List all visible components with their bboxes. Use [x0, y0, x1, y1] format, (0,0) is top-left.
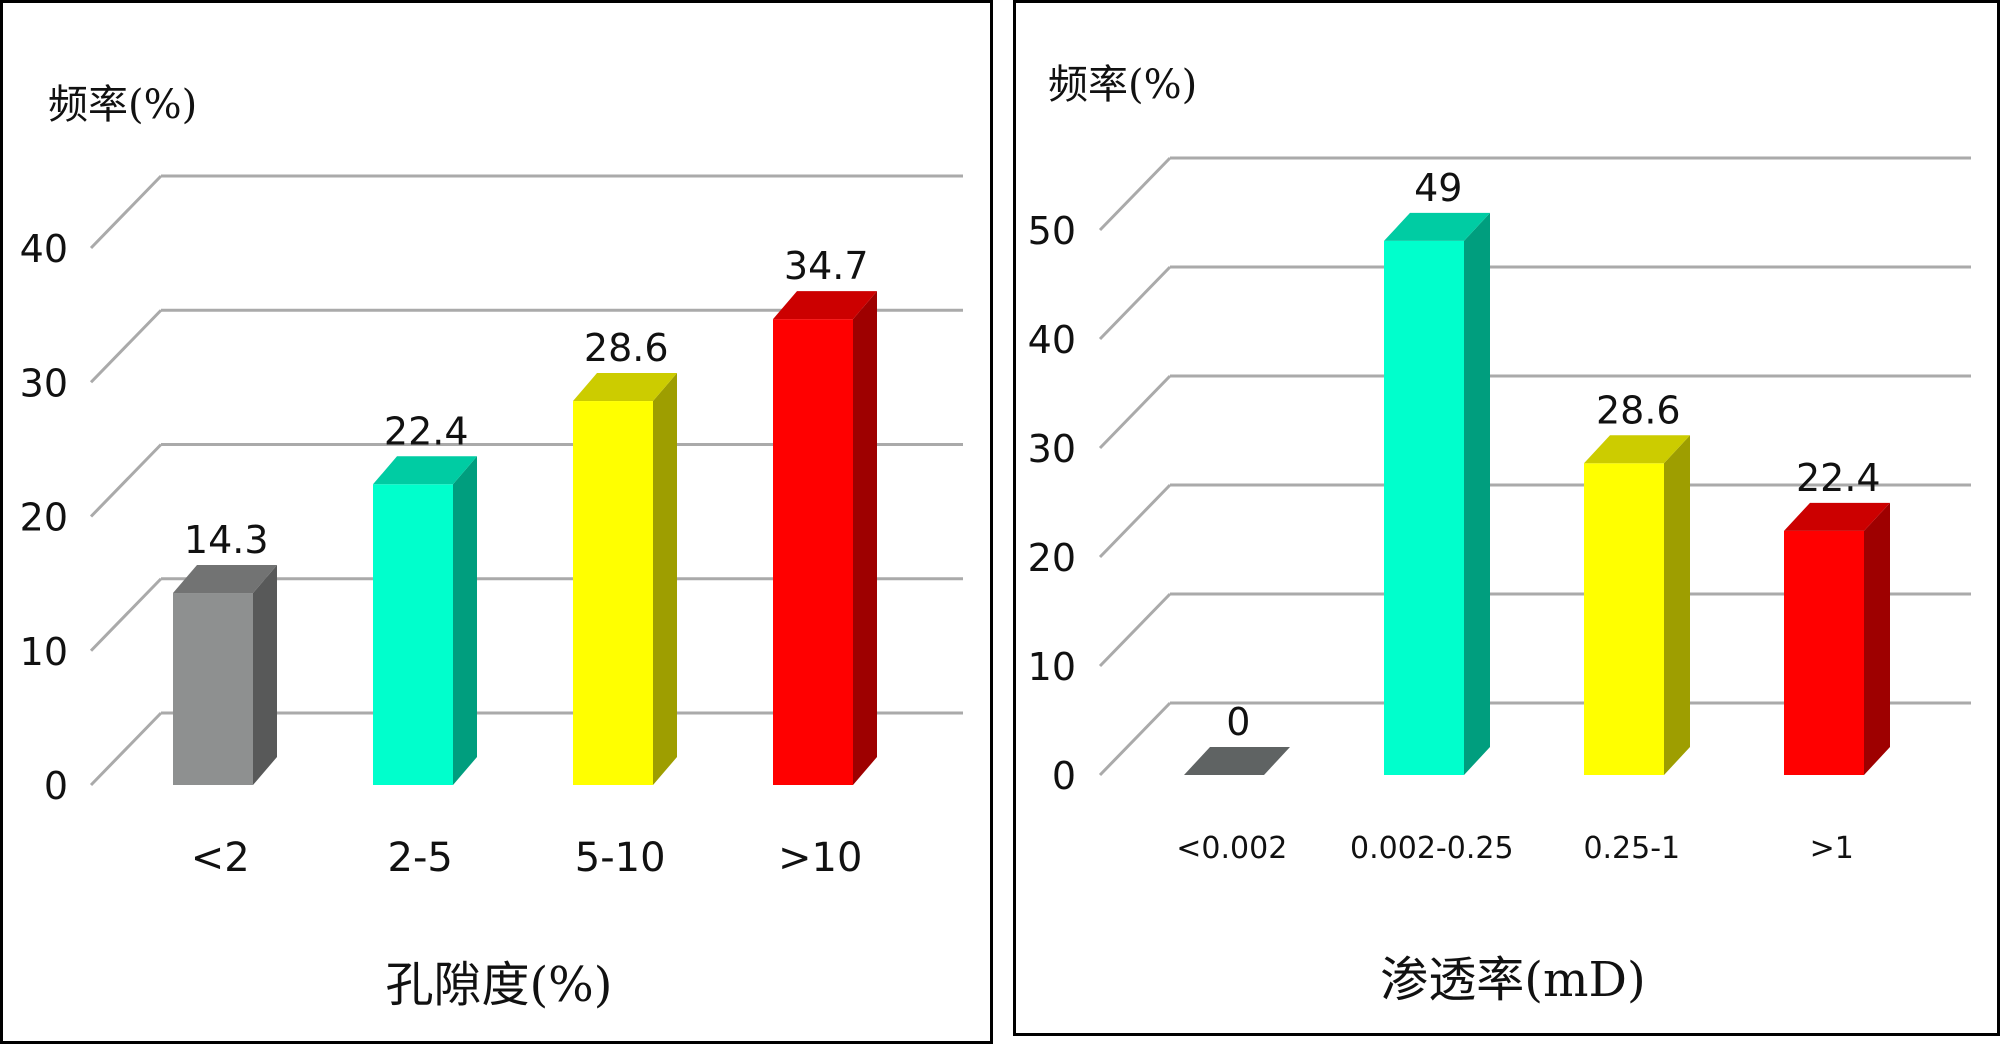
x-tick-label: >10 [778, 835, 862, 881]
x-tick-label: >1 [1810, 831, 1854, 866]
x-tick-label: 2-5 [388, 835, 453, 881]
bar-top [573, 373, 677, 402]
bar-side [1664, 435, 1690, 775]
data-label: 28.6 [584, 326, 669, 370]
bar [1784, 502, 1890, 775]
gridline-diagonal [89, 711, 163, 787]
y-axis-label: 频率(%) [1048, 62, 1197, 108]
bar-top [373, 456, 477, 485]
y-axis-label: 频率(%) [48, 82, 197, 128]
x-tick-labels: <0.002 0.002-0.25 0.25-1 >1 [1176, 831, 1854, 866]
bar-top [1784, 502, 1890, 531]
x-axis-label: 孔隙度(%) [385, 957, 612, 1013]
bar [373, 456, 477, 785]
bar-front [373, 484, 453, 785]
data-label: 28.6 [1596, 388, 1681, 432]
bar-top [773, 291, 877, 320]
bar-side [653, 373, 677, 785]
bar-side [1864, 502, 1890, 775]
y-tick-label: 50 [1028, 209, 1076, 253]
y-tick-label: 20 [1028, 536, 1076, 580]
bar-front [1384, 240, 1464, 775]
y-tick-label: 20 [20, 496, 68, 540]
bar-side [853, 291, 877, 785]
porosity-chart-panel: 频率(%) 0 10 20 30 40 14.3 22.4 28.6 34.7 <2 2-5 5-… [0, 0, 993, 1044]
data-label: 22.4 [384, 409, 469, 453]
data-label: 22.4 [1796, 456, 1881, 500]
gridline-diagonal [89, 174, 163, 250]
bar-top [173, 565, 277, 594]
data-label: 0 [1226, 700, 1250, 744]
bars: 0 49 28.6 22.4 [1184, 166, 1890, 775]
x-tick-label: 0.002-0.25 [1350, 831, 1514, 866]
gridline-diagonal [1098, 156, 1172, 232]
gridlines [1098, 156, 1971, 777]
bar-top [1184, 747, 1290, 775]
y-tick-label: 10 [1028, 645, 1076, 689]
bar-front [173, 593, 253, 785]
gridline-diagonal [89, 309, 163, 384]
bar [173, 565, 277, 785]
gridline-diagonal [1098, 701, 1172, 777]
bar-front [1784, 530, 1864, 775]
porosity-chart: 频率(%) 0 10 20 30 40 14.3 22.4 28.6 34.7 <2 2-5 5-… [20, 82, 963, 1013]
y-tick-label: 0 [1052, 754, 1076, 798]
y-tick-label: 40 [20, 227, 68, 271]
bar [1584, 435, 1690, 775]
bar-front [573, 401, 653, 785]
permeability-chart: 频率(%) 0 10 20 30 40 50 0 49 28.6 22.4 <0.002 0.00… [1028, 62, 1971, 1008]
y-tick-labels: 0 10 20 30 40 50 [1028, 209, 1076, 798]
x-axis-label: 渗透率(mD) [1380, 952, 1645, 1008]
gridline-diagonal [1098, 265, 1172, 341]
y-tick-label: 0 [44, 764, 68, 808]
bar-top [1584, 435, 1690, 464]
data-label: 14.3 [184, 518, 269, 562]
y-tick-label: 10 [20, 630, 68, 674]
data-label: 49 [1414, 166, 1462, 210]
bar-front [773, 319, 853, 785]
bar-side [1464, 212, 1490, 775]
bar [573, 373, 677, 785]
gridline-diagonal [1098, 592, 1172, 668]
bar-side [253, 565, 277, 785]
y-tick-labels: 0 10 20 30 40 [20, 227, 68, 808]
bar [1184, 747, 1290, 775]
bars: 14.3 22.4 28.6 34.7 [173, 244, 877, 785]
bar-front [1584, 463, 1664, 775]
bar [1384, 212, 1490, 775]
x-tick-labels: <2 2-5 5-10 >10 [191, 835, 863, 881]
y-tick-label: 40 [1028, 318, 1076, 362]
bar [773, 291, 877, 785]
data-label: 34.7 [784, 244, 869, 288]
permeability-chart-panel: 频率(%) 0 10 20 30 40 50 0 49 28.6 22.4 <0.002 0.00… [1013, 0, 2000, 1036]
x-tick-label: 0.25-1 [1583, 831, 1680, 866]
x-tick-label: <0.002 [1176, 831, 1287, 866]
gridline-diagonal [1098, 483, 1172, 559]
y-tick-label: 30 [20, 361, 68, 405]
y-tick-label: 30 [1028, 427, 1076, 471]
gridline-diagonal [89, 577, 163, 652]
bar-top [1384, 212, 1490, 241]
x-tick-label: <2 [191, 835, 250, 881]
gridline-diagonal [1098, 374, 1172, 450]
bar-side [453, 456, 477, 785]
gridline-diagonal [89, 443, 163, 518]
x-tick-label: 5-10 [575, 835, 666, 881]
